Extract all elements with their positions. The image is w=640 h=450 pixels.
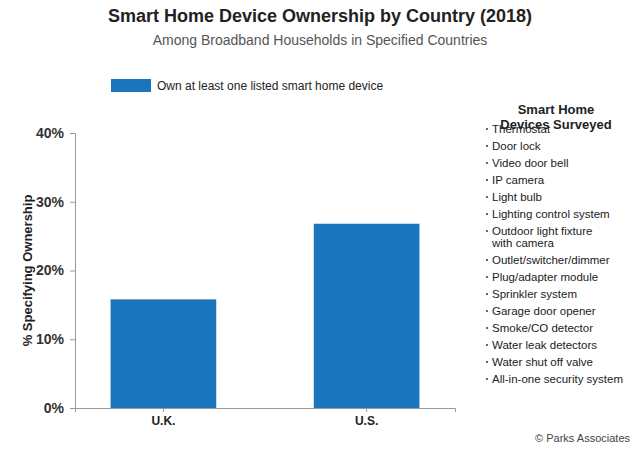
panel-item: Smoke/CO detector — [492, 322, 593, 334]
tick: U.S. — [355, 408, 378, 428]
bar — [111, 299, 217, 408]
bullet — [486, 213, 488, 215]
text-line: Lighting control system — [492, 208, 610, 220]
bullet — [486, 230, 488, 232]
legend-swatch — [111, 79, 151, 92]
panel-item: Outdoor light fixturewith camera — [491, 225, 592, 249]
title: Smart Home Device Ownership by Country (… — [108, 6, 532, 26]
text-line: with camera — [491, 237, 555, 249]
tick-mark — [70, 408, 75, 409]
panel-item: Water shut off valve — [492, 356, 593, 368]
tick: 30% — [36, 194, 75, 210]
bars — [111, 224, 420, 408]
bullet — [486, 179, 488, 181]
bullet — [486, 378, 488, 380]
text-line: Smoke/CO detector — [492, 322, 593, 334]
bullet — [486, 128, 488, 130]
legend-label: Own at least one listed smart home devic… — [157, 79, 383, 93]
text-line: Water leak detectors — [492, 339, 597, 351]
tick-label: 40% — [36, 125, 65, 141]
text-line: Smart Home — [518, 102, 595, 117]
tick-label: 10% — [36, 331, 65, 347]
axis-line — [76, 409, 456, 413]
credit: © Parks Associates — [535, 432, 630, 444]
tick-label: 20% — [36, 262, 65, 278]
tick-mark — [70, 271, 75, 272]
text-line: All-in-one security system — [492, 373, 623, 385]
bullet — [486, 361, 488, 363]
bullet — [486, 259, 488, 261]
chart: Smart Home Device Ownership by Country (… — [0, 0, 640, 450]
panel-item: Water leak detectors — [492, 339, 597, 351]
bullet — [486, 310, 488, 312]
tick-label: 0% — [44, 400, 65, 416]
text-line: Video door bell — [492, 157, 569, 169]
tick: 10% — [36, 331, 75, 347]
tick: 40% — [36, 125, 75, 141]
tick: U.K. — [151, 408, 175, 428]
tick: 0% — [44, 400, 75, 416]
panel-item: Garage door opener — [492, 305, 596, 317]
panel-item: Light bulb — [492, 191, 542, 203]
axis-line — [70, 134, 76, 409]
panel-item: Plug/adapter module — [492, 271, 598, 283]
panel-item: Sprinkler system — [492, 288, 577, 300]
tick-mark — [366, 408, 367, 412]
panel-item: Lighting control system — [492, 208, 610, 220]
bullet — [486, 327, 488, 329]
panel-item: Video door bell — [492, 157, 569, 169]
panel-item: Outlet/switcher/dimmer — [492, 254, 610, 266]
text-line: Sprinkler system — [492, 288, 577, 300]
text-line: Outdoor light fixture — [492, 225, 592, 237]
tick-label: U.K. — [151, 414, 175, 428]
device-list: Smart HomeDevices SurveyedThermostatDoor… — [486, 102, 623, 385]
tick-mark — [70, 202, 75, 203]
bullet — [486, 145, 488, 147]
text-line: IP camera — [492, 174, 545, 186]
legend: Own at least one listed smart home devic… — [111, 79, 383, 93]
tick-mark — [70, 339, 75, 340]
bullet — [486, 344, 488, 346]
bar — [314, 224, 420, 408]
text-line: Garage door opener — [492, 305, 596, 317]
text-line: Plug/adapter module — [492, 271, 598, 283]
bullet — [486, 293, 488, 295]
bullet — [486, 276, 488, 278]
panel-item: All-in-one security system — [492, 373, 623, 385]
panel-item: Thermostat — [492, 123, 551, 135]
panel-item: IP camera — [492, 174, 545, 186]
panel-item: Door lock — [492, 140, 541, 152]
text-line: Door lock — [492, 140, 541, 152]
tick-label: 30% — [36, 194, 65, 210]
tick-label: U.S. — [355, 414, 378, 428]
tick: 20% — [36, 262, 75, 278]
text-line: Outlet/switcher/dimmer — [492, 254, 610, 266]
x-axis: U.K. U.S. — [76, 408, 456, 428]
bullet — [486, 162, 488, 164]
bullet — [486, 196, 488, 198]
text-line: Thermostat — [492, 123, 551, 135]
tick-mark — [163, 408, 164, 412]
text-line: Water shut off valve — [492, 356, 593, 368]
tick-mark — [70, 133, 75, 134]
y-axis: 0% 10% 20% 30% 40% — [36, 125, 76, 416]
text-line: Light bulb — [492, 191, 542, 203]
y-axis-label: % Specifying Ownership — [20, 195, 35, 347]
subtitle: Among Broadband Households in Specified … — [153, 32, 488, 48]
